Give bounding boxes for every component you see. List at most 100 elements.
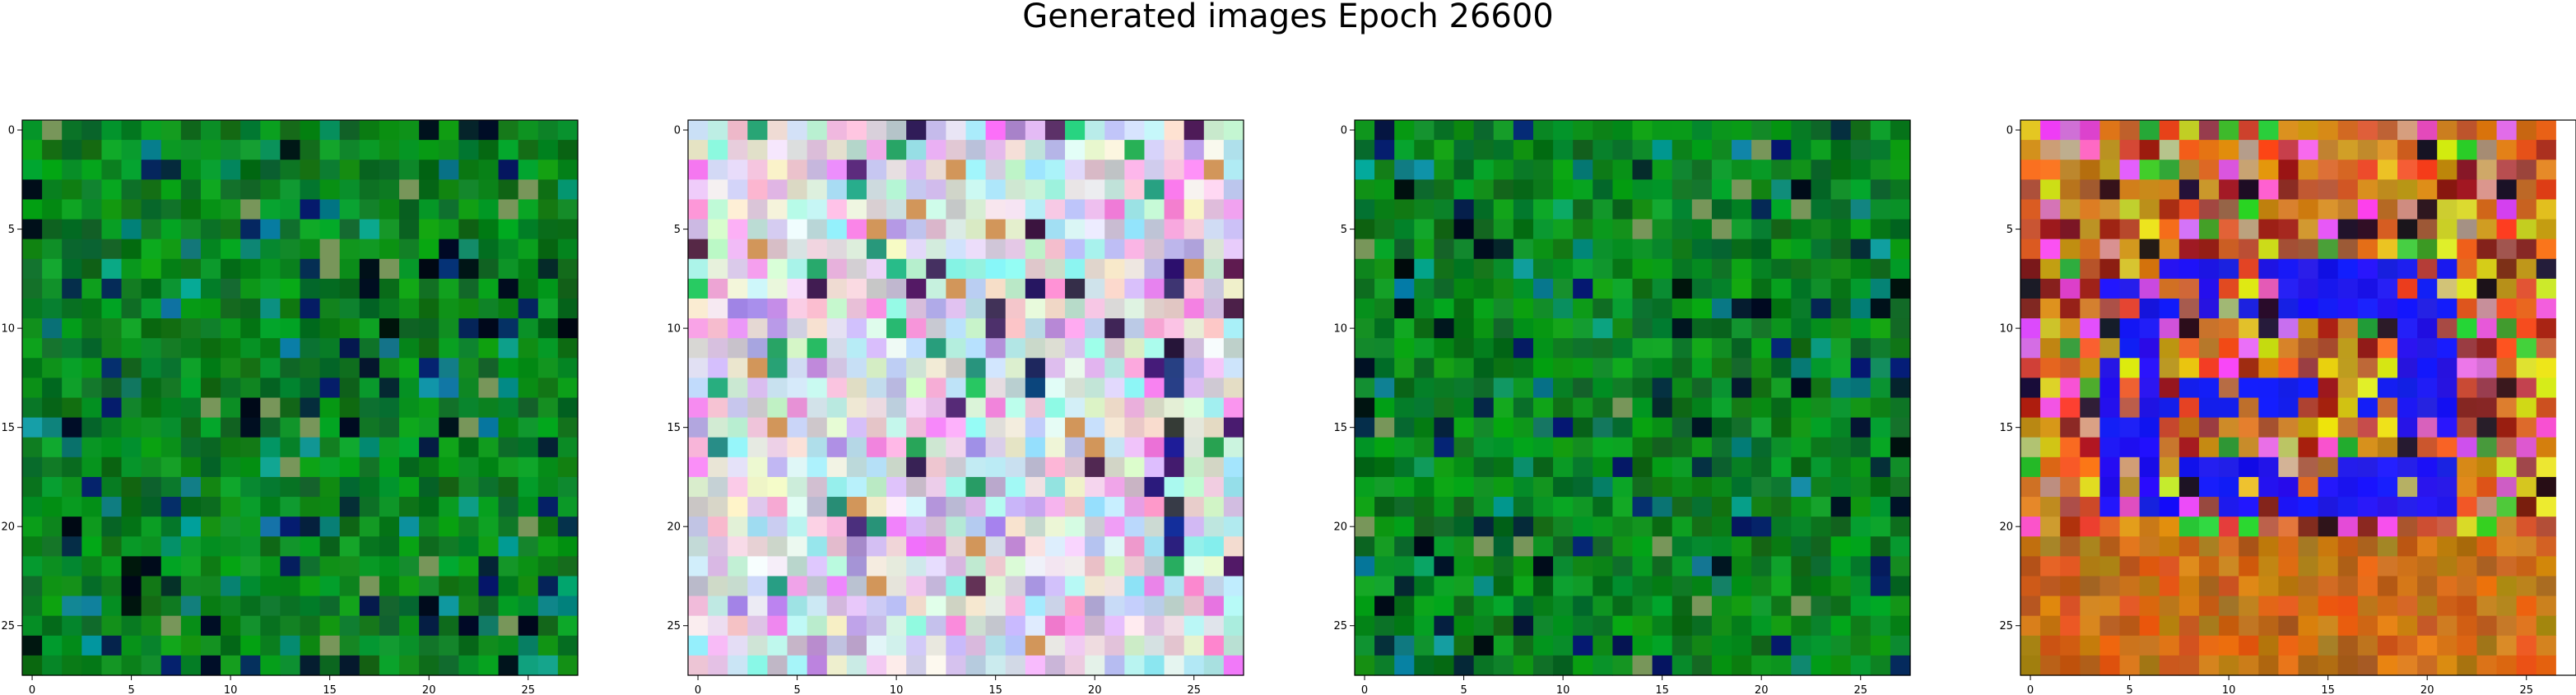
image-pixel: [1474, 517, 1495, 537]
image-pixel: [300, 656, 321, 676]
image-pixel: [1204, 358, 1225, 378]
image-pixel: [1851, 378, 1872, 398]
image-pixel: [1204, 220, 1225, 240]
image-pixel: [2358, 418, 2378, 438]
image-pixel: [1394, 140, 1415, 160]
image-pixel: [1672, 318, 1693, 339]
image-pixel: [478, 556, 499, 577]
image-pixel: [2299, 140, 2319, 160]
image-pixel: [221, 299, 241, 319]
image-pixel: [2199, 536, 2220, 557]
image-pixel: [1791, 120, 1811, 141]
image-pixel: [2378, 239, 2398, 260]
image-pixel: [399, 160, 420, 180]
image-pixel: [2358, 636, 2378, 656]
image-pixel: [1165, 179, 1185, 200]
image-pixel: [946, 418, 966, 438]
image-pixel: [2060, 418, 2081, 438]
image-pixel: [946, 220, 966, 240]
image-pixel: [1712, 398, 1732, 419]
image-pixel: [1184, 616, 1205, 637]
image-pixel: [280, 596, 300, 617]
image-pixel: [201, 418, 221, 438]
image-pixel: [280, 358, 300, 378]
image-pixel: [1374, 398, 1395, 419]
image-pixel: [2219, 358, 2239, 378]
image-pixel: [2140, 517, 2160, 537]
image-pixel: [906, 120, 927, 141]
image-pixel: [906, 457, 927, 478]
image-pixel: [847, 279, 867, 299]
image-pixel: [2318, 318, 2339, 339]
image-pixel: [2397, 438, 2418, 458]
image-pixel: [1851, 318, 1872, 339]
image-pixel: [1890, 616, 1911, 637]
image-pixel: [101, 398, 122, 419]
image-pixel: [201, 398, 221, 419]
image-pixel: [2258, 378, 2279, 398]
image-pixel: [1811, 358, 1831, 378]
image-pixel: [1851, 536, 1872, 557]
image-pixel: [807, 497, 828, 517]
image-pixel: [2219, 140, 2239, 160]
image-pixel: [2457, 140, 2477, 160]
image-pixel: [81, 318, 102, 339]
image-pixel: [1811, 220, 1831, 240]
image-pixel: [1871, 556, 1891, 577]
image-pixel: [499, 299, 519, 319]
image-pixel: [1394, 457, 1415, 478]
image-pixel: [1065, 220, 1086, 240]
image-pixel: [1890, 596, 1911, 617]
image-pixel: [2199, 259, 2220, 280]
image-pixel: [1791, 517, 1811, 537]
image-pixel: [161, 457, 182, 478]
image-pixel: [1355, 358, 1375, 378]
image-pixel: [1474, 199, 1495, 220]
image-pixel: [1374, 477, 1395, 498]
image-pixel: [1771, 220, 1792, 240]
image-pixel: [1593, 220, 1613, 240]
image-pixel: [1065, 199, 1086, 220]
image-pixel: [906, 338, 927, 359]
image-pixel: [1394, 517, 1415, 537]
image-pixel: [2160, 318, 2180, 339]
image-pixel: [122, 239, 142, 260]
image-pixel: [1871, 398, 1891, 419]
image-pixel: [2397, 556, 2418, 577]
image-pixel: [2397, 120, 2418, 141]
image-pixel: [122, 220, 142, 240]
image-pixel: [1124, 120, 1145, 141]
image-pixel: [1374, 338, 1395, 359]
image-pixel: [1474, 556, 1495, 577]
image-pixel: [1065, 656, 1086, 676]
image-pixel: [1573, 616, 1593, 637]
image-pixel: [379, 318, 400, 339]
image-pixel: [1124, 318, 1145, 339]
image-pixel: [1692, 596, 1713, 617]
image-pixel: [499, 318, 519, 339]
image-pixel: [1831, 239, 1852, 260]
image-pixel: [2060, 259, 2081, 280]
image-pixel: [1494, 398, 1514, 419]
image-pixel: [767, 160, 788, 180]
image-pixel: [240, 576, 261, 596]
image-pixel: [538, 279, 559, 299]
image-pixel: [1494, 457, 1514, 478]
image-pixel: [1224, 596, 1244, 617]
image-pixel: [1851, 259, 1872, 280]
image-pixel: [1184, 318, 1205, 339]
x-tick-label: 0: [1361, 684, 1368, 695]
image-pixel: [1791, 179, 1811, 200]
image-pixel: [1104, 358, 1125, 378]
image-pixel: [2179, 418, 2200, 438]
image-pixel: [2437, 497, 2457, 517]
image-pixel: [2318, 418, 2339, 438]
image-pixel: [1104, 576, 1125, 596]
image-pixel: [1006, 517, 1026, 537]
image-pixel: [1474, 220, 1495, 240]
y-tick-label: 25: [1, 620, 15, 632]
image-pixel: [1653, 140, 1673, 160]
image-pixel: [1184, 338, 1205, 359]
image-pixel: [1065, 517, 1086, 537]
image-pixel: [538, 536, 559, 557]
